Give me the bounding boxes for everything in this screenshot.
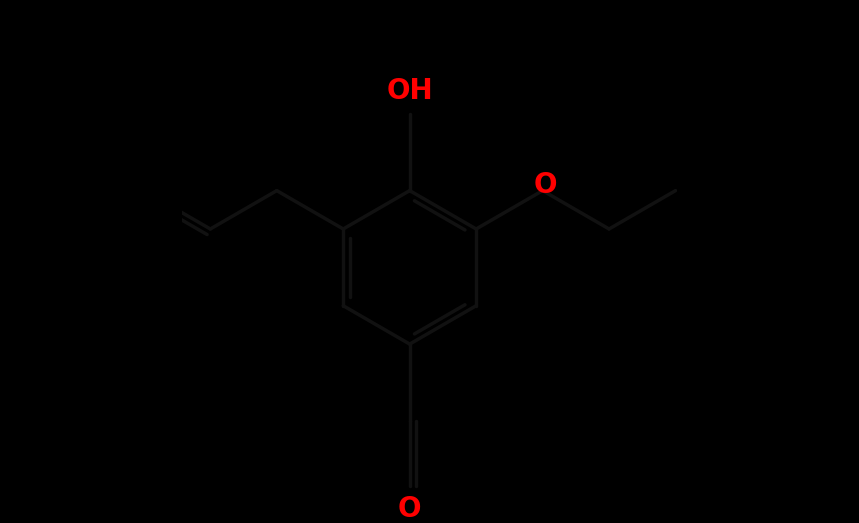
Text: OH: OH	[387, 77, 433, 106]
Text: O: O	[533, 170, 557, 199]
Text: O: O	[398, 495, 422, 523]
